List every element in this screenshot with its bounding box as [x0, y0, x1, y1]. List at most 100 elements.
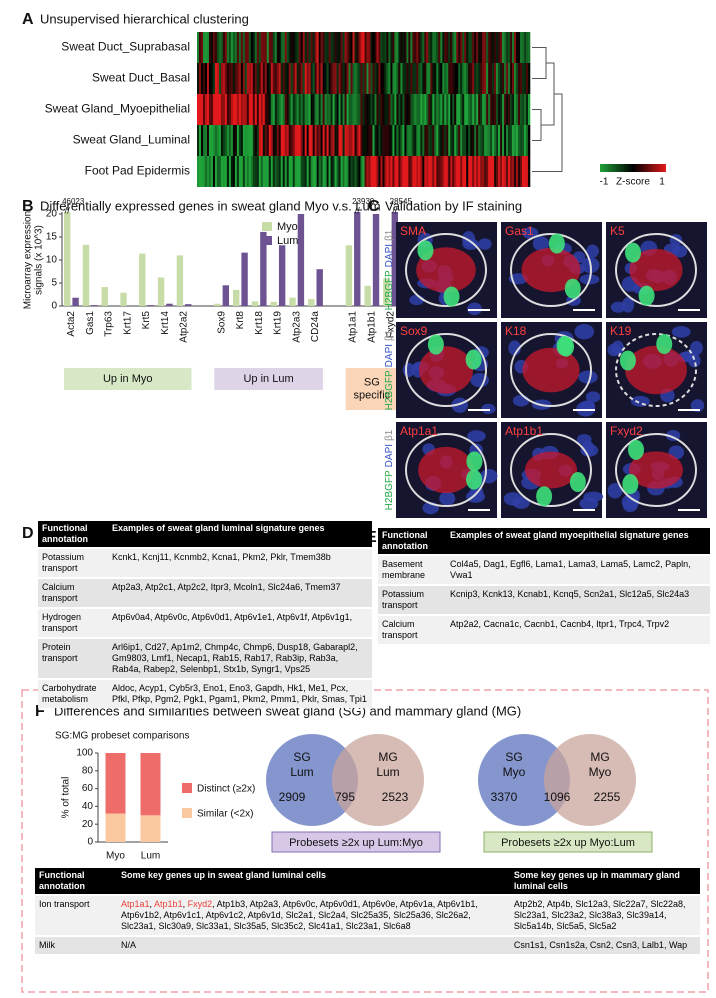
venn-count: 1096 [544, 790, 571, 804]
bar [278, 245, 286, 306]
stain-signal [629, 451, 683, 489]
heatmap-cell [368, 94, 371, 125]
heatmap-cell [208, 94, 212, 125]
gfp-nucleus [465, 349, 482, 370]
heatmap-cell [400, 32, 403, 63]
heatmap-cell [276, 63, 280, 94]
heatmap-cell [296, 63, 299, 94]
heatmap-cell [466, 156, 469, 187]
heatmap-cell [320, 125, 323, 156]
heatmap-cell [320, 156, 323, 187]
heatmap-cell [502, 32, 505, 63]
heatmap-cell [458, 94, 461, 125]
heatmap-cell [494, 63, 497, 94]
heatmap-cell [418, 94, 421, 125]
venn-left [266, 734, 358, 826]
heatmap-cell [230, 156, 234, 187]
heatmap-cell [438, 125, 441, 156]
heatmap-cell [220, 94, 224, 125]
heatmap-cell [198, 94, 202, 125]
heatmap-cell [430, 94, 433, 125]
nucleus [579, 400, 596, 411]
heatmap-cell [332, 156, 335, 187]
heatmap-cell [340, 94, 343, 125]
venn-caption-box [271, 831, 441, 853]
heatmap-cell [246, 156, 250, 187]
heatmap-cell [228, 156, 232, 187]
heatmap-cell [260, 63, 264, 94]
nucleus [532, 236, 550, 252]
heatmap-cell [218, 156, 222, 187]
y-tick-label: 5 [51, 278, 57, 289]
heatmap-cell [238, 63, 242, 94]
x-tick-label: Myo [106, 851, 125, 862]
heatmap-cell [450, 63, 453, 94]
heatmap-cell [314, 63, 317, 94]
heatmap-cell [498, 125, 501, 156]
heatmap-cell [522, 63, 525, 94]
heatmap-cell [516, 156, 519, 187]
heatmap-cell [332, 125, 335, 156]
heatmap-cell [326, 32, 329, 63]
heatmap-cell [514, 63, 517, 94]
heatmap-cell [524, 156, 527, 187]
heatmap-cell [520, 94, 523, 125]
heatmap-cell [458, 63, 461, 94]
table-cell: Atp2b2, Atp4b, Slc12a3, Slc22a7, Slc22a8… [509, 894, 700, 936]
heatmap-cell [484, 32, 487, 63]
heatmap-cell [440, 63, 443, 94]
heatmap-cell [212, 32, 216, 63]
heatmap-cell [306, 94, 309, 125]
heatmap-cell [338, 125, 341, 156]
heatmap-cell [386, 125, 389, 156]
heatmap-cell [206, 32, 210, 63]
heatmap-cell [454, 32, 457, 63]
membrane [615, 333, 697, 407]
heatmap-cell [232, 63, 236, 94]
heatmap-cell [268, 63, 272, 94]
heatmap-cell [378, 94, 381, 125]
heatmap-cell [226, 125, 230, 156]
heatmap-cell [326, 156, 329, 187]
heatmap-cell [366, 156, 369, 187]
table-row: Milk N/A Csn1s1, Csn1s2a, Csn2, Csn3, Lalb… [35, 935, 700, 954]
heatmap-cell [386, 63, 389, 94]
nucleus [480, 468, 498, 484]
heatmap-cell [526, 63, 529, 94]
heatmap-cell [396, 63, 399, 94]
heatmap-cell [380, 156, 383, 187]
heatmap-cell [336, 156, 339, 187]
heatmap-cell [310, 125, 313, 156]
colorbar-title: Z-score [616, 177, 650, 188]
venn-caption: Probesets ≥2x up Myo:Lum [501, 837, 635, 849]
heatmap-cell [276, 94, 280, 125]
heatmap-cell [390, 63, 393, 94]
heatmap-cell [218, 32, 222, 63]
heatmap-cell [434, 63, 437, 94]
heatmap-cell [372, 32, 375, 63]
heatmap-cell [246, 125, 250, 156]
heatmap-cell [208, 156, 212, 187]
table-header-row: Functional annotation Examples of sweat g… [378, 528, 710, 555]
x-tick-label: Atp2a3 [291, 311, 302, 343]
heatmap-cell [224, 125, 228, 156]
heatmap-cell [330, 63, 333, 94]
marker-label: K19 [610, 324, 632, 338]
heatmap-cell [378, 156, 381, 187]
heatmap-cell [518, 156, 521, 187]
heatmap-cell [384, 94, 387, 125]
stain-signal [416, 247, 476, 293]
heatmap-cell [454, 94, 457, 125]
heatmap-cell [410, 63, 413, 94]
table-header-cell: Some key genes up in mammary gland lumin… [509, 868, 700, 895]
table-cell: Atp2a2, Cacna1c, Cacnb1, Cacnb4, Itpr1, … [446, 614, 710, 644]
stain-signal [524, 451, 578, 489]
heatmap-cell [520, 125, 523, 156]
heatmap-cell [504, 125, 507, 156]
group-box [64, 368, 192, 390]
heatmap-cell [197, 125, 200, 156]
heatmap-cell [262, 63, 266, 94]
heatmap-cell [492, 63, 495, 94]
heatmap-cell [424, 63, 427, 94]
heatmap-cell [246, 32, 250, 63]
